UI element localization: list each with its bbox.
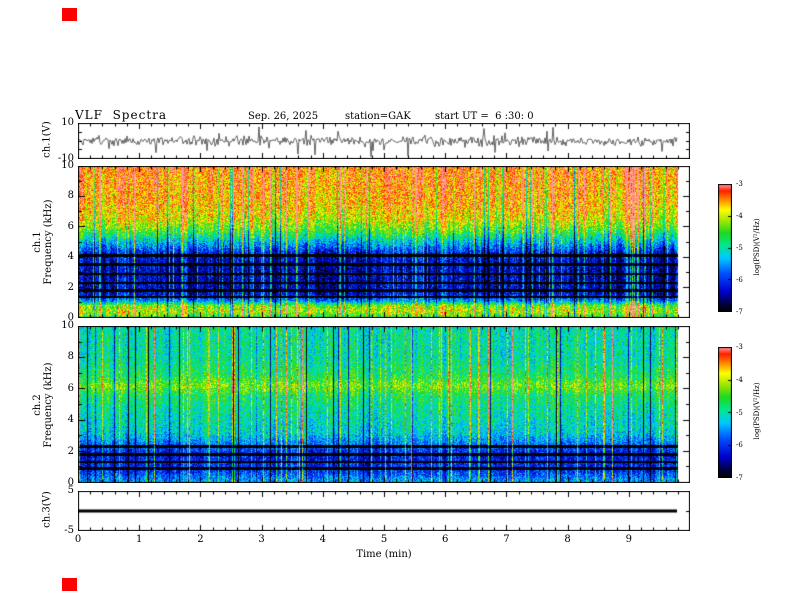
colorbar2-tick-label: -4 [736,375,743,384]
ch1-channel-text: ch.1 [32,231,43,253]
x-tick-label: 1 [136,534,143,545]
x-tick-label: 5 [380,534,388,545]
colorbar2-tick-label: -5 [736,408,743,417]
ch1-waveform-canvas [78,123,690,159]
colorbar1-tick-label: -3 [736,180,743,188]
x-tick-label: 9 [625,534,632,545]
colorbar2-tick-label: -3 [736,343,743,351]
plot-start-ut: start UT = 6 :30: 0 [435,111,534,122]
time-axis-label: Time (min) [356,549,412,560]
colorbar2-axis-label: log(PSD)(V²/Hz) [753,351,761,471]
colorbar1-tick-label: -4 [736,212,743,220]
ch3-waveform-canvas [78,491,690,531]
colorbar1-tick-label: -6 [736,276,743,284]
plot-title: VLF Spectra [75,108,168,122]
x-tick-label: 7 [503,534,510,545]
red-marker-bottom-icon [62,578,77,591]
colorbar2-tick-label: -6 [736,441,743,450]
colorbar2-tick-label: -7 [736,474,743,482]
colorbar-ch2-canvas [718,347,732,478]
red-marker-top-icon [62,8,77,21]
ch3-voltage-axis-label: ch.3(V) [42,460,53,560]
colorbar2-axis-text: log(PSD)(V²/Hz) [753,382,761,440]
ch1-frequency-text: Frequency (kHz) [43,199,54,285]
plot-station: station=GAK [345,111,411,122]
ch1-frequency-axis-label: ch.1 Frequency (kHz) [32,162,54,322]
x-tick-label: 8 [564,534,571,545]
x-tick-label: 3 [258,534,265,545]
ch2-spectrogram-canvas [78,326,690,483]
ch3-voltage-axis-text: ch.3(V) [41,491,53,528]
colorbar1-axis-label: log(PSD)(V²/Hz) [753,187,761,307]
colorbar1-tick-label: -5 [736,244,743,252]
x-tick-label: 6 [442,534,449,545]
x-tick-label: 2 [197,534,204,545]
colorbar1-tick-label: -7 [736,308,743,316]
colorbar1-axis-text: log(PSD)(V²/Hz) [753,218,761,276]
x-tick-label: 0 [74,534,82,545]
x-tick-label: 4 [319,534,326,545]
colorbar-ch1-canvas [718,184,732,312]
ch1-spectrogram-canvas [78,166,690,318]
plot-date: Sep. 26, 2025 [248,111,319,122]
